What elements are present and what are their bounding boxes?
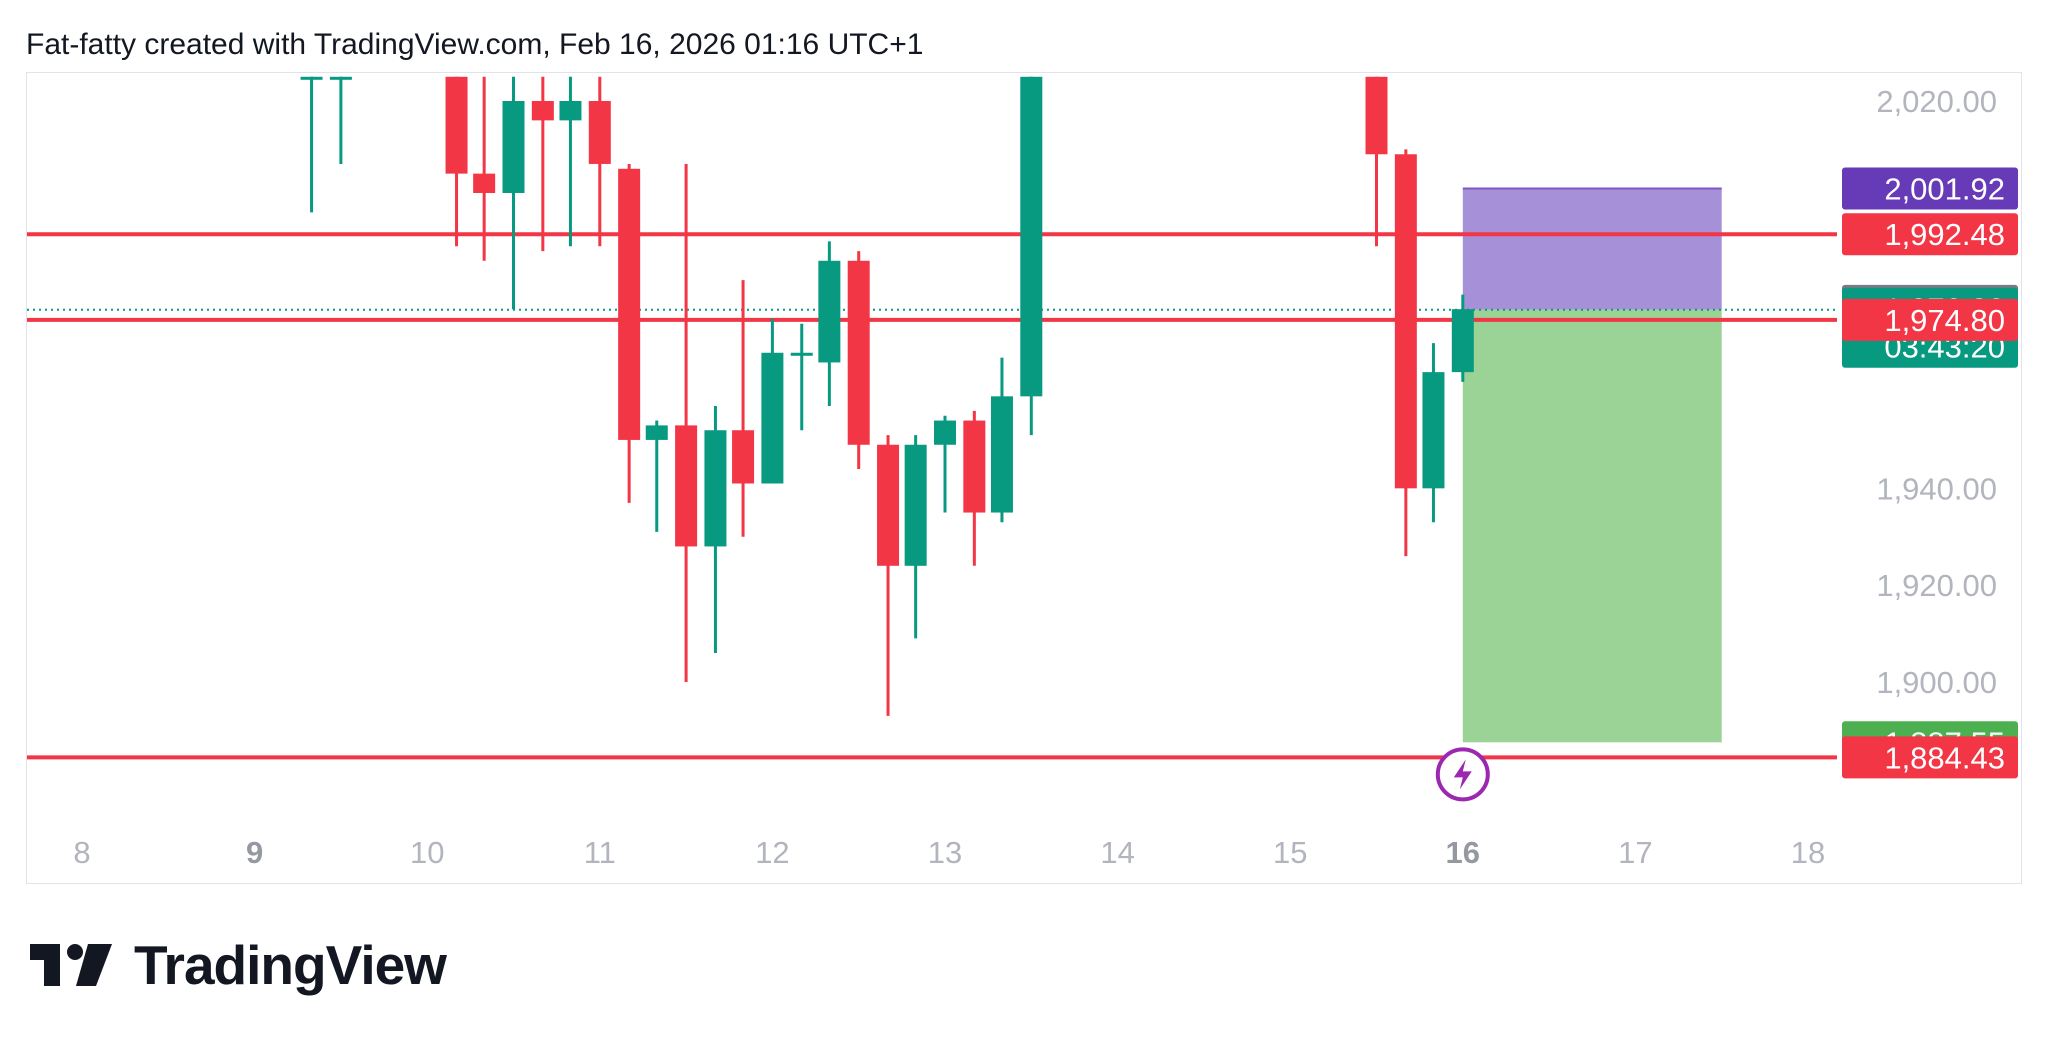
candle-body[interactable] — [1451, 309, 1474, 373]
candle-body[interactable] — [531, 101, 554, 121]
date-tick-label: 11 — [584, 835, 616, 870]
plot-area[interactable] — [27, 76, 1837, 802]
middle-level-label: 1,974.80 — [1884, 303, 2005, 338]
price-tick-label: 1,940.00 — [1876, 471, 1997, 506]
stop-price-label: 2,001.92 — [1884, 172, 2005, 207]
date-tick-label: 16 — [1446, 835, 1480, 870]
lower-level-label: 1,884.43 — [1884, 740, 2005, 775]
price-tick-label: 2,020.00 — [1876, 84, 1997, 119]
date-tick-label: 14 — [1100, 835, 1134, 870]
lower-level-label-badge — [1842, 736, 2018, 779]
candle-body[interactable] — [1422, 372, 1445, 489]
date-tick-label: 12 — [755, 835, 789, 870]
position-stop-zone[interactable] — [1462, 188, 1722, 310]
date-tick-label: 10 — [410, 835, 444, 870]
date-tick-label: 18 — [1791, 835, 1825, 870]
candle-body[interactable] — [963, 420, 986, 513]
date-tick-label: 8 — [73, 835, 90, 870]
candle-body[interactable] — [704, 430, 727, 547]
candle-body[interactable] — [473, 173, 496, 193]
candle-body[interactable] — [990, 396, 1013, 513]
candle-body[interactable] — [618, 168, 641, 440]
candle-body[interactable] — [847, 260, 870, 445]
candle-body[interactable] — [445, 76, 468, 174]
candle-body[interactable] — [502, 101, 525, 193]
candle-body[interactable] — [904, 444, 927, 566]
candle-body[interactable] — [1020, 76, 1043, 397]
stop-price-label-badge — [1842, 167, 2018, 210]
candle-body[interactable] — [1394, 154, 1417, 489]
date-tick-label: 15 — [1273, 835, 1307, 870]
candle-body[interactable] — [818, 260, 841, 363]
position-target-zone[interactable] — [1462, 309, 1722, 743]
price-tick-label: 1,920.00 — [1876, 568, 1997, 603]
candle-body[interactable] — [790, 352, 813, 356]
candle-body[interactable] — [329, 76, 352, 80]
candle-body[interactable] — [559, 101, 582, 121]
tradingview-logo: TradingView — [30, 934, 447, 996]
middle-level-label-badge — [1842, 298, 2018, 341]
date-tick-label: 9 — [246, 835, 263, 870]
price-chart[interactable]: 2,020.00 1,940.00 1,920.00 1,900.00 2,001.92… — [27, 73, 2023, 885]
brand-name: TradingView — [134, 934, 447, 996]
candle-body[interactable] — [934, 420, 956, 445]
tradingview-mark-icon — [30, 944, 112, 986]
upper-level-label: 1,992.48 — [1884, 217, 2005, 252]
candle-body[interactable] — [300, 76, 323, 80]
date-tick-label: 13 — [928, 835, 962, 870]
lightning-bolt-icon — [1453, 759, 1472, 790]
candle-body[interactable] — [877, 444, 900, 566]
candle-body[interactable] — [588, 101, 611, 164]
upper-level-label-badge — [1842, 213, 2018, 256]
price-tick-label: 1,900.00 — [1876, 665, 1997, 700]
candle-body[interactable] — [1365, 76, 1388, 155]
chart-pane[interactable]: 2,020.00 1,940.00 1,920.00 1,900.00 2,001.92… — [26, 72, 2022, 884]
candle-body[interactable] — [761, 352, 784, 484]
chart-caption: Fat-fatty created with TradingView.com, … — [26, 28, 924, 61]
candle-body[interactable] — [645, 425, 668, 440]
candle-body[interactable] — [732, 430, 755, 484]
date-tick-label: 17 — [1618, 835, 1652, 870]
candle-body[interactable] — [675, 425, 698, 547]
